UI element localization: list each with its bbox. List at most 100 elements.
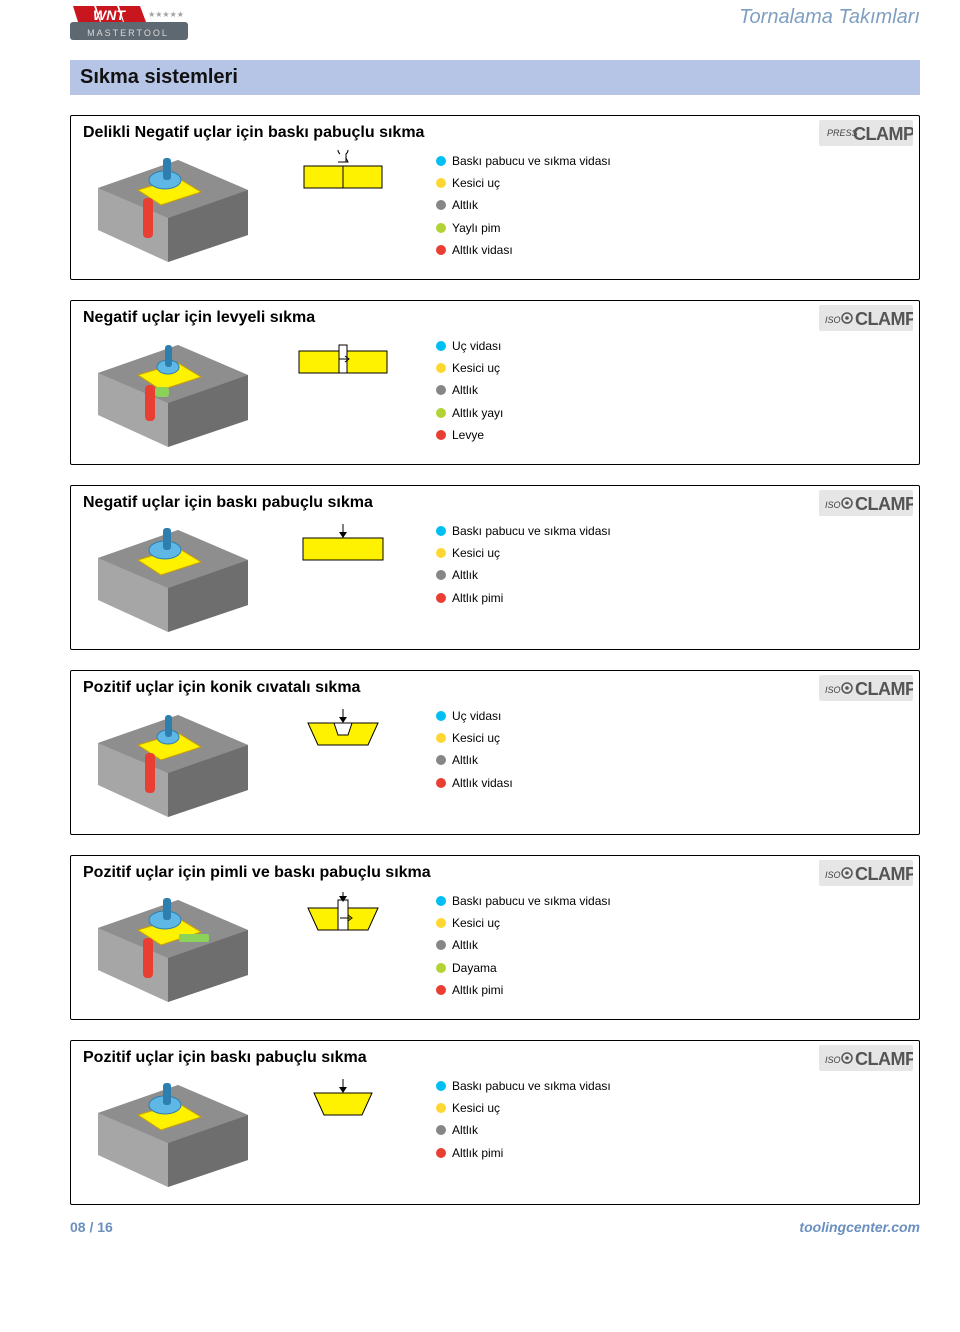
clamp-card-2: ISO CLAMP Negatif uçlar için levyeli sık…	[70, 300, 920, 465]
bullet-icon	[436, 548, 446, 558]
legend-item: Kesici uç	[436, 727, 513, 749]
svg-text:ISO: ISO	[825, 685, 841, 695]
legend-item: Altlık	[436, 749, 513, 771]
legend: Baskı pabucu ve sıkma vidası Kesici uç A…	[436, 1075, 611, 1164]
insert-profile	[258, 150, 428, 192]
bullet-icon	[436, 178, 446, 188]
legend-item: Altlık	[436, 194, 611, 216]
svg-text:ISO: ISO	[825, 1055, 841, 1065]
bullet-icon	[436, 430, 446, 440]
svg-text:CLAMP: CLAMP	[855, 864, 913, 884]
svg-text:CLAMP: CLAMP	[853, 124, 913, 144]
bullet-icon	[436, 570, 446, 580]
legend-item: Kesici uç	[436, 1097, 611, 1119]
bullet-icon	[436, 593, 446, 603]
page-number: 08 / 16	[70, 1219, 113, 1235]
bullet-icon	[436, 918, 446, 928]
clamp-card-3: ISO CLAMP Negatif uçlar için baskı pabuç…	[70, 485, 920, 650]
svg-text:★★★★★: ★★★★★	[148, 10, 184, 19]
bullet-icon	[436, 223, 446, 233]
tool-holder-illustration	[83, 335, 258, 450]
bullet-icon	[436, 963, 446, 973]
iso-clamp-stamp: ISO CLAMP	[819, 305, 913, 331]
logo-subtext: MASTERTOOL	[87, 28, 169, 38]
bullet-icon	[436, 363, 446, 373]
bullet-icon	[436, 408, 446, 418]
bullet-icon	[436, 1081, 446, 1091]
category-title: Tornalama Takımları	[739, 6, 920, 29]
card-title: Pozitif uçlar için pimli ve baskı pabuçl…	[83, 864, 907, 882]
svg-text:CLAMP: CLAMP	[855, 309, 913, 329]
legend-item: Kesici uç	[436, 357, 503, 379]
bullet-icon	[436, 1148, 446, 1158]
legend-item: Baskı pabucu ve sıkma vidası	[436, 150, 611, 172]
wnt-logo: MASTERTOOL ★★★★★ WNT	[70, 4, 188, 42]
bullet-icon	[436, 1103, 446, 1113]
clamp-card-1: PRESS CLAMP Delikli Negatif uçlar için b…	[70, 115, 920, 280]
tool-holder-illustration	[83, 150, 258, 265]
legend-item: Altlık vidası	[436, 772, 513, 794]
legend: Baskı pabucu ve sıkma vidası Kesici uç A…	[436, 150, 611, 261]
legend-item: Kesici uç	[436, 542, 611, 564]
legend-item: Altlık	[436, 379, 503, 401]
legend: Baskı pabucu ve sıkma vidası Kesici uç A…	[436, 520, 611, 609]
iso-clamp-stamp: ISO CLAMP	[819, 860, 913, 886]
press-clamp-stamp: PRESS CLAMP	[819, 120, 913, 146]
svg-text:WNT: WNT	[93, 7, 126, 23]
page-header: MASTERTOOL ★★★★★ WNT Tornalama Takımları	[70, 0, 920, 56]
card-title: Negatif uçlar için levyeli sıkma	[83, 309, 907, 327]
legend-item: Altlık pimi	[436, 587, 611, 609]
card-title: Pozitif uçlar için konik cıvatalı sıkma	[83, 679, 907, 697]
bullet-icon	[436, 940, 446, 950]
svg-text:CLAMP: CLAMP	[855, 679, 913, 699]
bullet-icon	[436, 711, 446, 721]
bullet-icon	[436, 755, 446, 765]
legend: Uç vidası Kesici uç Altlık Altlık yayı L…	[436, 335, 503, 446]
insert-profile	[258, 335, 428, 377]
legend-item: Baskı pabucu ve sıkma vidası	[436, 1075, 611, 1097]
bullet-icon	[436, 385, 446, 395]
bullet-icon	[436, 896, 446, 906]
legend-item: Levye	[436, 424, 503, 446]
bullet-icon	[436, 245, 446, 255]
insert-profile	[258, 1075, 428, 1123]
card-title: Delikli Negatif uçlar için baskı pabuçlu…	[83, 124, 907, 142]
clamp-card-4: ISO CLAMP Pozitif uçlar için konik cıvat…	[70, 670, 920, 835]
tool-holder-illustration	[83, 890, 258, 1005]
bullet-icon	[436, 1125, 446, 1135]
svg-text:ISO: ISO	[825, 500, 841, 510]
iso-clamp-stamp: ISO CLAMP	[819, 1045, 913, 1071]
legend-item: Kesici uç	[436, 172, 611, 194]
legend-item: Baskı pabucu ve sıkma vidası	[436, 890, 611, 912]
tool-holder-illustration	[83, 520, 258, 635]
legend-item: Kesici uç	[436, 912, 611, 934]
legend: Baskı pabucu ve sıkma vidası Kesici uç A…	[436, 890, 611, 1001]
legend-item: Altlık	[436, 934, 611, 956]
clamp-card-5: ISO CLAMP Pozitif uçlar için pimli ve ba…	[70, 855, 920, 1020]
catalog-page: MASTERTOOL ★★★★★ WNT Tornalama Takımları…	[0, 0, 960, 1261]
bullet-icon	[436, 341, 446, 351]
bullet-icon	[436, 156, 446, 166]
insert-profile	[258, 520, 428, 564]
bullet-icon	[436, 778, 446, 788]
legend-item: Altlık	[436, 564, 611, 586]
insert-profile	[258, 890, 428, 938]
legend-item: Altlık yayı	[436, 402, 503, 424]
legend-item: Uç vidası	[436, 705, 513, 727]
legend-item: Yaylı pim	[436, 217, 611, 239]
bullet-icon	[436, 733, 446, 743]
bullet-icon	[436, 985, 446, 995]
legend-item: Dayama	[436, 957, 611, 979]
legend-item: Altlık	[436, 1119, 611, 1141]
legend-item: Altlık pimi	[436, 979, 611, 1001]
bullet-icon	[436, 526, 446, 536]
tool-holder-illustration	[83, 1075, 258, 1190]
legend: Uç vidası Kesici uç Altlık Altlık vidası	[436, 705, 513, 794]
card-title: Negatif uçlar için baskı pabuçlu sıkma	[83, 494, 907, 512]
legend-item: Altlık pimi	[436, 1142, 611, 1164]
insert-profile	[258, 705, 428, 751]
svg-text:ISO: ISO	[825, 315, 841, 325]
svg-text:CLAMP: CLAMP	[855, 1049, 913, 1069]
iso-clamp-stamp: ISO CLAMP	[819, 675, 913, 701]
clamp-card-6: ISO CLAMP Pozitif uçlar için baskı pabuç…	[70, 1040, 920, 1205]
